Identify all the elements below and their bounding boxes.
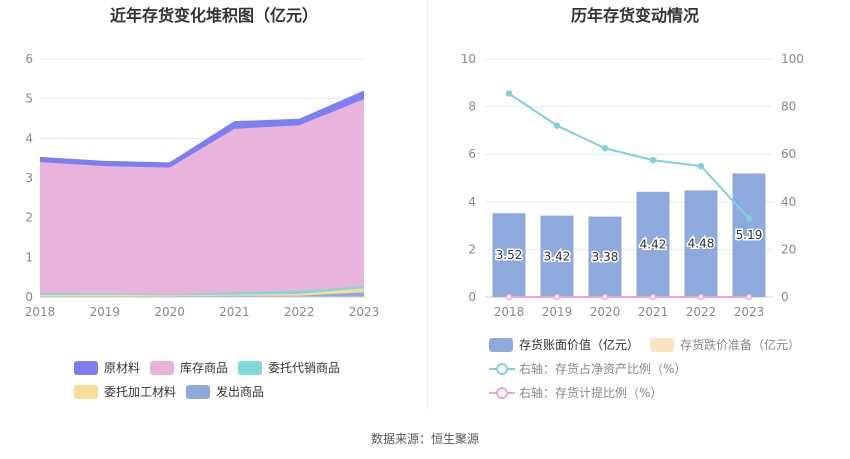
bar-value-label: 3.42 (544, 249, 571, 263)
y-right-tick-label: 60 (781, 147, 796, 161)
legend-item-inventory-to-net-assets[interactable]: 右轴：存货占净资产比例（%） (489, 360, 686, 377)
line-point (745, 293, 753, 301)
y-left-tick-label: 6 (468, 147, 476, 161)
panel-divider (427, 0, 428, 410)
right-chart-title: 历年存货变动情况 (570, 6, 699, 25)
legend-swatch (186, 384, 210, 399)
line-point (649, 293, 657, 301)
y-tick-label: 4 (25, 131, 33, 145)
legend-swatch (650, 337, 674, 352)
area-库存商品 (40, 99, 364, 295)
bar (492, 213, 526, 297)
y-right-tick-label: 20 (781, 242, 796, 256)
legend-label: 委托代销商品 (268, 361, 341, 375)
legend-label: 右轴：存货占净资产比例（%） (519, 362, 687, 376)
x-tick-label: 2018 (25, 305, 56, 319)
x-tick-label: 2018 (494, 305, 525, 319)
bar (732, 173, 766, 297)
y-tick-label: 3 (25, 171, 33, 185)
bar (636, 191, 670, 297)
area-委托代销商品 (40, 286, 364, 296)
x-tick-label: 2022 (284, 305, 315, 319)
data-source-note: 数据来源：恒生聚源 (370, 432, 479, 446)
bar-value-label: 4.42 (640, 237, 667, 251)
legend-label: 库存商品 (180, 361, 229, 375)
x-tick-label: 2019 (90, 305, 121, 319)
x-tick-label: 2020 (154, 305, 185, 319)
y-right-tick-label: 40 (781, 195, 796, 209)
left-stacked-area-chart: 0 1 2 3 4 5 6 2018 2019 2020 2021 2022 2023 (25, 52, 380, 319)
x-tick-label: 2021 (219, 305, 250, 319)
area-edge-原材料 (39, 90, 365, 164)
x-tick-label: 2023 (349, 305, 380, 319)
y-tick-label: 6 (25, 52, 33, 66)
area-原材料 (40, 91, 364, 168)
legend-label: 原材料 (104, 361, 141, 375)
line-point (505, 293, 513, 301)
legend-label: 委托加工材料 (104, 385, 177, 399)
x-tick-label: 2022 (686, 305, 717, 319)
legend-label: 右轴：存货计提比例（%） (519, 386, 663, 400)
y-tick-label: 0 (25, 290, 33, 304)
legend-swatch (150, 360, 174, 375)
legend-swatch (489, 337, 513, 352)
line-point (505, 90, 513, 97)
line-point (601, 293, 609, 301)
series-line (508, 92, 750, 220)
bar (588, 216, 622, 297)
line-point (697, 162, 705, 170)
y-right-tick-label: 100 (781, 52, 804, 66)
x-tick-label: 2019 (542, 305, 573, 319)
legend-swatch (238, 360, 262, 375)
legend-label: 发出商品 (216, 385, 265, 399)
line-point (553, 122, 561, 129)
legend-item-inventory-goods[interactable]: 库存商品 (150, 359, 228, 376)
x-tick-label: 2020 (590, 305, 621, 319)
line-point (601, 145, 609, 152)
bar-value-label: 3.38 (592, 250, 619, 264)
legend-item-consigned-processing[interactable]: 委托加工材料 (74, 383, 176, 400)
bar-value-label: 3.52 (496, 248, 523, 262)
legend-item-goods-shipped[interactable]: 发出商品 (186, 383, 264, 400)
y-left-tick-label: 4 (468, 195, 476, 209)
legend-item-consigned-sales[interactable]: 委托代销商品 (238, 359, 340, 376)
line-point (553, 293, 561, 301)
line-point (745, 215, 753, 222)
y-tick-label: 2 (25, 211, 33, 225)
y-tick-label: 1 (25, 250, 33, 264)
legend-line-swatch (489, 386, 515, 400)
y-left-tick-label: 10 (461, 52, 476, 66)
y-right-tick-label: 80 (781, 100, 796, 114)
line-point (649, 156, 657, 164)
legend-label: 存货账面价值（亿元） (519, 338, 640, 352)
left-chart-title: 近年存货变化堆积图（亿元） (109, 6, 318, 25)
x-tick-label: 2023 (734, 305, 765, 319)
y-tick-label: 5 (25, 92, 33, 106)
legend-item-book-value[interactable]: 存货账面价值（亿元） (489, 336, 639, 353)
y-left-tick-label: 2 (468, 242, 476, 256)
line-point (697, 293, 705, 301)
x-tick-label: 2021 (638, 305, 669, 319)
y-left-tick-label: 0 (468, 290, 476, 304)
bar (684, 190, 718, 297)
legend-item-provision-ratio[interactable]: 右轴：存货计提比例（%） (489, 384, 662, 401)
legend-item-impairment-reserve[interactable]: 存货跌价准备（亿元） (650, 336, 800, 353)
legend-swatch (74, 360, 98, 375)
bar-value-label: 5.19 (736, 228, 763, 242)
y-left-tick-label: 8 (468, 100, 476, 114)
bar-value-label: 4.48 (688, 237, 715, 251)
y-right-tick-label: 0 (781, 290, 789, 304)
legend-line-swatch (489, 362, 515, 376)
bar (540, 215, 574, 297)
legend-item-raw-materials[interactable]: 原材料 (74, 359, 140, 376)
legend-swatch (74, 384, 98, 399)
legend-label: 存货跌价准备（亿元） (680, 338, 801, 352)
